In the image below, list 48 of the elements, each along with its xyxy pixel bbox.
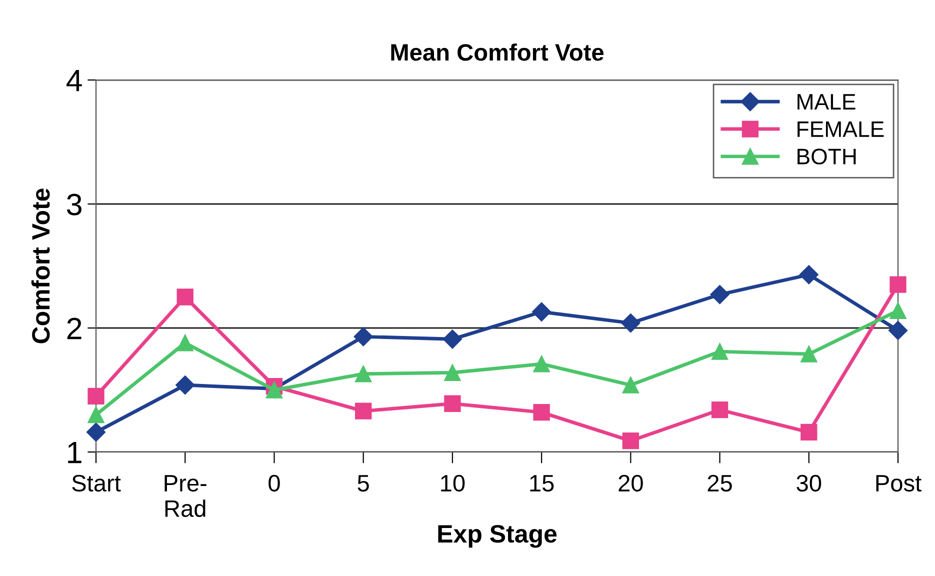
point [176, 376, 195, 395]
point [354, 327, 373, 346]
point [442, 330, 462, 349]
point [88, 388, 104, 405]
point [532, 302, 552, 322]
legend-label: FEMALE [798, 122, 884, 137]
y-tick-label: 3 [66, 194, 82, 216]
point [800, 346, 818, 362]
point [711, 402, 728, 418]
point [355, 402, 372, 420]
point [176, 334, 194, 352]
x-axis-title: Exp Stage [438, 524, 557, 548]
point [621, 314, 640, 333]
x-tick-label: 10 [441, 474, 465, 492]
legend-label: BOTH [798, 148, 856, 164]
point [890, 302, 906, 319]
point [622, 376, 639, 394]
point [266, 382, 283, 398]
x-tick-label: 15 [530, 475, 554, 492]
point [355, 366, 372, 382]
x-tick-label: 20 [618, 474, 643, 492]
point [444, 395, 461, 412]
x-tick-label: 0 [268, 474, 280, 492]
y-tick-label: 4 [66, 70, 82, 92]
point [622, 432, 639, 450]
x-tick-label: 30 [796, 474, 822, 492]
x-tick-label: Post [876, 475, 922, 492]
point [711, 343, 728, 360]
point [444, 364, 461, 381]
legend-label: MALE [798, 94, 856, 110]
point [88, 406, 104, 424]
x-tick-label: 25 [708, 474, 732, 492]
point [800, 424, 818, 440]
point [890, 276, 906, 293]
y-axis-title: Comfort Vote [31, 188, 50, 344]
x-tick-label: Start [72, 474, 121, 492]
point [799, 265, 818, 284]
point [176, 288, 194, 306]
chart-title: Mean Comfort Vote [391, 43, 604, 61]
x-tick-label: 5 [358, 475, 369, 492]
point [533, 356, 550, 372]
y-tick-label: 1 [68, 442, 82, 464]
y-tick-label: 2 [67, 318, 82, 340]
point [86, 422, 106, 442]
point [710, 284, 730, 304]
point [888, 320, 908, 340]
point [533, 404, 550, 421]
x-tick-label: Pre- Rad [164, 475, 206, 517]
